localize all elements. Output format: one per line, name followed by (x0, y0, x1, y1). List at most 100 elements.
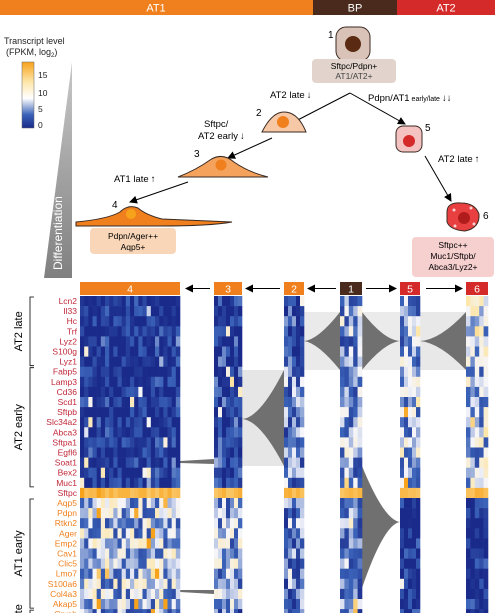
heatmap-cell (142, 356, 147, 367)
heatmap-cell (466, 356, 471, 367)
heatmap-cell (238, 397, 243, 408)
heatmap-cell (130, 457, 135, 468)
heatmap-cell (296, 366, 301, 378)
heatmap-cell (404, 558, 409, 569)
heatmap-cell (479, 306, 484, 317)
heatmap-cell (300, 477, 305, 489)
arrow-1-to-2 (289, 92, 351, 125)
heatmap-cell (416, 498, 421, 509)
heatmap-cell (92, 336, 97, 347)
heatmap-cell (400, 366, 405, 378)
heatmap-cell (238, 518, 243, 529)
heatmap-cell (159, 386, 164, 398)
heatmap-cell (92, 609, 97, 613)
heatmap-cell (175, 336, 181, 347)
cell-1-nucleus (345, 36, 361, 52)
heatmap-cell (150, 386, 156, 398)
heatmap-cell (230, 467, 235, 479)
heatmap-cell (113, 609, 118, 613)
heatmap-cell (175, 538, 181, 549)
heatmap-cell (483, 316, 489, 327)
heatmap-cell (238, 296, 243, 307)
heatmap-cell (300, 397, 305, 408)
heatmap-cell (300, 599, 305, 610)
heatmap-cell (100, 508, 106, 519)
heatmap-cell (175, 366, 181, 378)
heatmap-cell (155, 356, 160, 367)
heatmap-cell (80, 528, 85, 539)
heatmap-cell (80, 518, 85, 529)
heatmap-cell (163, 609, 168, 613)
heatmap-cell (479, 548, 484, 559)
heatmap-cell (175, 508, 181, 519)
heatmap-cell (479, 326, 484, 337)
heatmap-cell (483, 558, 489, 569)
heatmap-cell (134, 588, 139, 600)
heatmap-cell (466, 316, 471, 327)
group-label: AT1 late (13, 604, 25, 613)
heatmap-cell (171, 356, 177, 367)
heatmap-cell (142, 548, 147, 559)
heatmap-cell (113, 386, 118, 398)
heatmap-cell (344, 376, 350, 388)
heatmap-cell (479, 356, 484, 367)
gene-label: Bex2 (58, 468, 78, 478)
heatmap-cell (466, 538, 471, 549)
heatmap-cell (138, 366, 143, 378)
heatmap-cell (466, 528, 471, 539)
heatmap-cell (340, 498, 345, 509)
heatmap-cell (470, 558, 476, 569)
heatmap-cell (105, 376, 110, 388)
heatmap-cell (130, 518, 135, 529)
cell-6-nucleus (458, 212, 470, 224)
heatmap-cell (226, 599, 231, 610)
heatmap-cell (138, 316, 143, 327)
heatmap-cell (117, 447, 122, 458)
cell-number-5: 5 (425, 123, 431, 134)
heatmap-cell (142, 346, 147, 357)
heatmap-cell (84, 609, 89, 613)
heatmap-cell (100, 467, 106, 479)
heatmap-cell (474, 518, 480, 529)
heatmap-cell (125, 447, 131, 458)
heatmap-cell (105, 417, 110, 428)
heatmap-cell (171, 498, 177, 509)
heatmap-cell (234, 427, 239, 438)
heatmap-cell (96, 588, 102, 600)
heatmap-cell (214, 356, 219, 367)
heatmap-cell (292, 296, 297, 307)
heatmap-cell (163, 336, 168, 347)
heatmap-cell (125, 568, 131, 580)
heatmap-cell (412, 548, 417, 559)
heatmap-cell (155, 467, 160, 479)
heatmap-cell (155, 417, 160, 428)
heatmap-cell (222, 518, 227, 529)
heatmap-cell (121, 417, 127, 428)
heatmap-cell (175, 609, 181, 613)
heatmap-cell (214, 366, 219, 378)
heatmap-cell (88, 599, 93, 610)
heatmap-cell (113, 508, 118, 519)
heatmap-cell (474, 336, 480, 347)
heatmap-cell (344, 427, 350, 438)
heatmap-cell (138, 588, 143, 600)
heatmap-cell (109, 316, 114, 327)
heatmap-cell (121, 548, 127, 559)
heatmap-cell (175, 599, 181, 610)
heatmap-cell (470, 467, 476, 479)
heatmap-cell (155, 407, 160, 418)
heatmap-cell (230, 386, 235, 398)
heatmap-cell (146, 417, 152, 428)
heatmap-cell (155, 528, 160, 539)
heatmap-cell (234, 407, 239, 418)
legend-title-line1: Transcript level (4, 36, 65, 46)
heatmap-cell (344, 578, 350, 590)
heatmap-cell (483, 528, 489, 539)
heatmap-cell (222, 568, 227, 580)
heatmap-cell (138, 417, 143, 428)
heatmap-cell (348, 538, 354, 549)
heatmap-cell (84, 498, 89, 509)
heatmap-cell (80, 306, 85, 317)
heatmap-cell (159, 407, 164, 418)
heatmap-cell (155, 599, 160, 610)
